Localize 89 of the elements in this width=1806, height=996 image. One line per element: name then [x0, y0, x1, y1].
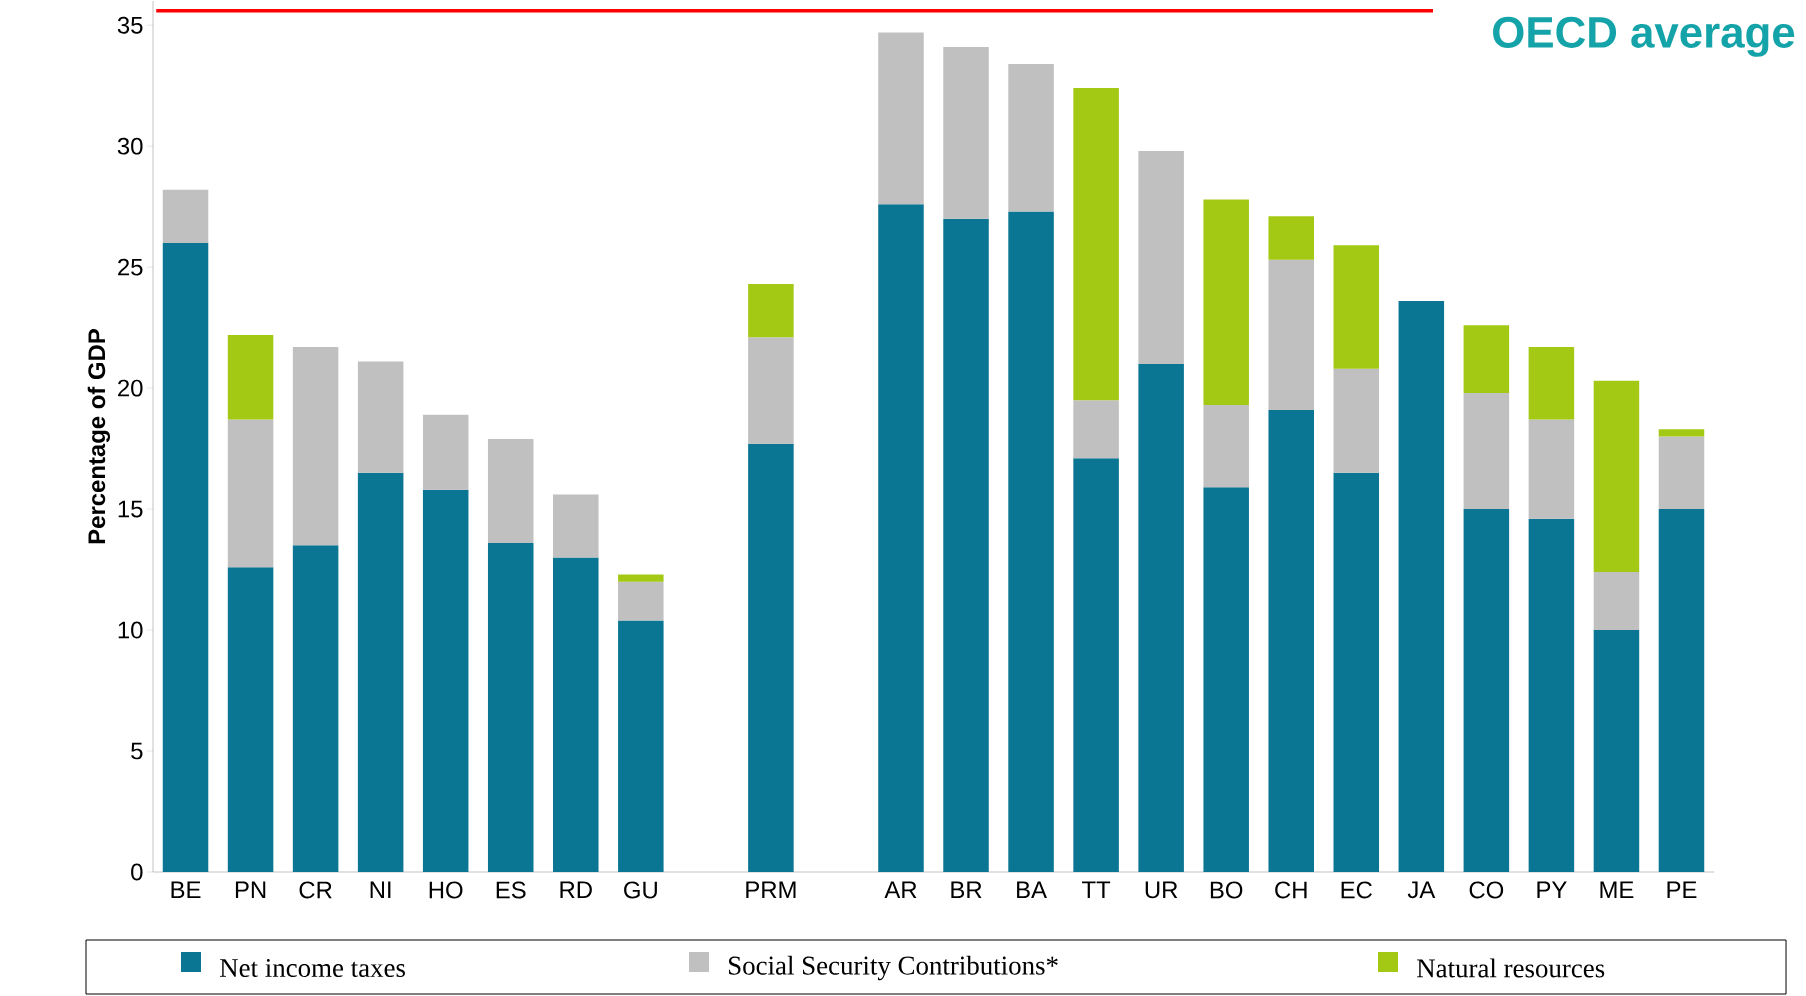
bar	[1008, 211, 1054, 872]
bar	[1138, 363, 1184, 872]
y-tick-label: 25	[118, 258, 143, 276]
y-tick-label: 15	[118, 500, 143, 518]
bar	[1333, 245, 1380, 369]
bar	[1658, 429, 1705, 437]
y-tick-label: 20	[118, 379, 143, 397]
legend-label: Natural resources	[1417, 958, 1605, 978]
bar	[1268, 216, 1314, 260]
bar	[1463, 392, 1510, 510]
x-tick-label: CO	[1469, 881, 1504, 899]
x-tick-label: RD	[560, 881, 592, 898]
bar	[422, 489, 469, 872]
x-tick-label: PN	[235, 881, 266, 898]
bar	[618, 574, 664, 582]
legend-label: Social Security Contributions*	[729, 955, 1058, 981]
bar	[943, 218, 989, 872]
bar	[292, 545, 339, 872]
bar	[1593, 571, 1640, 631]
bar	[1593, 630, 1640, 872]
bar	[1073, 458, 1119, 872]
bar	[422, 414, 469, 490]
bar	[748, 284, 794, 338]
bar	[1593, 380, 1640, 572]
x-tick-label: GU	[624, 881, 657, 899]
bar	[1528, 518, 1575, 872]
legend-label: Net income taxes	[219, 958, 405, 978]
x-tick-label: UR	[1145, 881, 1178, 899]
x-tick-label: PE	[1667, 881, 1697, 898]
bar	[292, 346, 339, 546]
x-tick-label: AR	[884, 881, 917, 898]
bar	[487, 542, 534, 872]
bar	[227, 334, 274, 420]
bar	[553, 494, 599, 558]
bar	[357, 361, 404, 473]
bar	[1203, 487, 1249, 872]
y-axis-title: Percentage of GDP	[87, 329, 111, 544]
bar	[878, 32, 924, 205]
bar	[1008, 63, 1054, 212]
bar	[162, 189, 209, 243]
y-tick-label: 10	[118, 621, 143, 639]
bar	[227, 419, 274, 568]
bar	[487, 438, 534, 543]
bar	[1528, 346, 1575, 420]
x-tick-label: HO	[429, 881, 463, 899]
bar	[1138, 151, 1184, 364]
bar	[1073, 400, 1119, 459]
bar	[1268, 259, 1314, 410]
ref-line-label: OECD average	[1493, 16, 1795, 57]
x-tick-label: EC	[1341, 881, 1372, 899]
x-tick-label: PRM	[746, 881, 796, 898]
x-tick-label: BA	[1017, 881, 1047, 898]
x-tick-label: BR	[951, 881, 982, 898]
x-tick-label: NI	[370, 881, 391, 898]
bar	[618, 581, 664, 621]
bar	[1398, 301, 1445, 872]
x-tick-label: ME	[1600, 881, 1634, 898]
bar	[357, 472, 404, 872]
x-tick-label: ES	[496, 881, 526, 899]
y-tick-label: 5	[131, 742, 143, 760]
y-tick-label: 0	[131, 863, 143, 881]
bar	[1268, 409, 1314, 872]
x-tick-label: BO	[1210, 881, 1243, 899]
x-tick-label: BE	[171, 881, 201, 898]
bar	[1333, 472, 1380, 872]
bar	[1073, 88, 1119, 401]
x-tick-label: PY	[1537, 881, 1567, 898]
x-tick-label: CR	[299, 881, 332, 899]
bar	[1333, 368, 1380, 473]
bar	[1658, 436, 1705, 510]
bar	[878, 204, 924, 872]
bar	[227, 567, 274, 872]
bar	[1203, 405, 1249, 488]
bar	[553, 557, 599, 872]
bar	[618, 620, 664, 872]
bar	[1528, 419, 1575, 519]
y-tick-label: 30	[117, 137, 143, 155]
bar	[748, 443, 794, 872]
x-tick-label: CH	[1275, 881, 1307, 899]
bar	[1463, 325, 1510, 393]
y-tick-label: 35	[117, 16, 143, 34]
bar	[162, 242, 209, 872]
bar	[943, 46, 989, 219]
bar	[1463, 509, 1510, 872]
bar	[1203, 199, 1249, 406]
bar	[1658, 509, 1705, 872]
x-tick-label: TT	[1082, 881, 1111, 898]
x-tick-label: JA	[1407, 881, 1436, 899]
bar	[748, 337, 794, 444]
